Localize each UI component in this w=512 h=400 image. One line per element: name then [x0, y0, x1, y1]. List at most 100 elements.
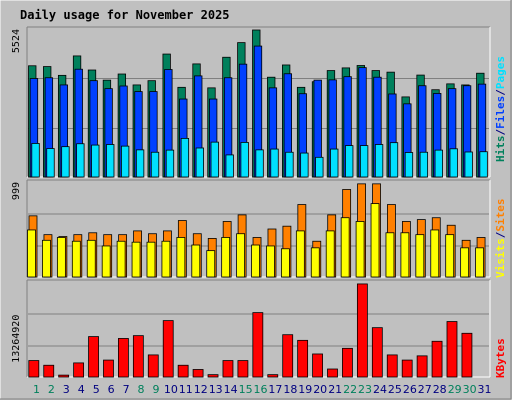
axis-max-label: 13264920: [11, 315, 22, 363]
bar-pages-day-20: [315, 156, 324, 178]
day-label-30: 30: [463, 383, 477, 396]
day-label-23: 23: [358, 383, 372, 396]
bar-pages-day-5: [91, 144, 100, 178]
day-label-4: 4: [78, 383, 85, 396]
bar-sites-day-26: [400, 232, 410, 278]
day-label-7: 7: [123, 383, 130, 396]
bar-sites-day-15: [236, 233, 246, 278]
bar-pages-day-2: [46, 148, 55, 178]
day-label-17: 17: [268, 383, 282, 396]
bar-pages-day-9: [150, 151, 160, 178]
bar-sites-day-27: [415, 234, 425, 278]
bar-pages-day-29: [449, 148, 458, 178]
axis-max-label: 999: [11, 182, 22, 200]
bar-kbytes-day-14: [222, 360, 234, 378]
legend-entry-hits: Hits: [494, 136, 507, 163]
bar-sites-day-22: [340, 217, 350, 278]
panel-visits-sites: 999: [11, 179, 491, 278]
panel-kbytes: 13264920: [11, 279, 491, 378]
bar-pages-day-21: [330, 148, 339, 178]
bar-pages-day-31: [479, 151, 488, 178]
bar-kbytes-day-20: [312, 353, 323, 378]
chart-panels: 552499913264920Hits/Files/PagesVisits/Si…: [11, 26, 507, 378]
bar-pages-day-4: [76, 143, 85, 178]
bar-kbytes-day-28: [431, 340, 443, 378]
day-label-12: 12: [194, 383, 208, 396]
right-legend-1: Hits/Files/Pages: [494, 56, 507, 162]
panel-hits-files-pages: 5524: [11, 26, 491, 178]
bar-sites-day-5: [86, 239, 96, 278]
legend-entry-kbytes: KBytes: [494, 338, 507, 378]
day-label-27: 27: [418, 383, 432, 396]
day-label-9: 9: [153, 383, 160, 396]
bar-kbytes-day-6: [103, 359, 114, 378]
bar-pages-day-6: [106, 144, 115, 178]
bar-sites-day-28: [430, 229, 440, 278]
bar-sites-day-10: [161, 240, 171, 278]
legend-entry-pages: Pages: [494, 56, 507, 89]
bar-sites-day-18: [280, 248, 290, 278]
day-label-11: 11: [179, 383, 193, 396]
bar-sites-day-29: [445, 234, 455, 278]
bar-kbytes-day-16: [252, 312, 264, 378]
bar-sites-day-1: [27, 229, 36, 278]
bar-pages-day-7: [121, 145, 130, 178]
bar-pages-day-15: [240, 142, 249, 178]
bar-sites-day-31: [475, 247, 484, 278]
bar-sites-day-4: [71, 240, 81, 278]
bar-kbytes-day-24: [371, 327, 383, 378]
bar-pages-day-10: [165, 149, 175, 178]
day-label-31: 31: [478, 383, 492, 396]
bar-kbytes-day-12: [192, 369, 204, 378]
day-label-19: 19: [298, 383, 312, 396]
bar-kbytes-day-19: [297, 339, 309, 378]
bar-sites-day-8: [131, 241, 141, 278]
bar-sites-day-3: [56, 237, 66, 278]
legend-entry-sites: Sites: [494, 199, 507, 232]
day-label-29: 29: [448, 383, 462, 396]
bar-kbytes-day-7: [118, 338, 129, 378]
day-label-26: 26: [403, 383, 417, 396]
bar-sites-day-24: [370, 203, 380, 278]
legend-entry-slash: /: [494, 231, 507, 238]
right-legend-3: KBytes: [494, 338, 507, 378]
day-label-3: 3: [63, 383, 70, 396]
bar-sites-day-16: [251, 244, 260, 278]
bar-kbytes-day-9: [147, 354, 159, 378]
bar-pages-day-26: [404, 152, 414, 178]
legend-entry-visits: Visits: [494, 238, 507, 278]
bar-pages-day-24: [374, 144, 384, 178]
bar-sites-day-23: [355, 221, 365, 278]
bar-sites-day-7: [116, 240, 126, 278]
bar-pages-day-25: [389, 142, 399, 178]
bar-sites-day-25: [385, 232, 395, 278]
bar-pages-day-11: [180, 138, 190, 178]
bar-kbytes-day-1: [28, 360, 40, 378]
bar-kbytes-day-13: [207, 374, 219, 378]
bar-sites-day-11: [176, 237, 186, 278]
bar-pages-day-27: [419, 151, 429, 178]
bar-pages-day-8: [135, 149, 145, 178]
bar-pages-day-22: [345, 145, 354, 178]
bar-kbytes-day-5: [88, 336, 99, 378]
bar-sites-day-12: [191, 244, 201, 278]
bar-kbytes-day-23: [356, 283, 368, 378]
day-labels: 1 2 3 4 5 6 7 8 9 10 11 12 13 14 15 16 17 18 19 20 21 22 23 24 2…: [33, 383, 492, 396]
day-label-6: 6: [108, 383, 115, 396]
bar-kbytes-day-8: [132, 335, 144, 378]
bar-kbytes-day-25: [386, 354, 398, 378]
bar-pages-day-18: [285, 151, 294, 178]
bar-pages-day-19: [300, 152, 309, 178]
bar-sites-day-20: [310, 247, 320, 278]
legend-entry-slash: /: [494, 129, 507, 136]
day-label-2: 2: [48, 383, 55, 396]
day-label-10: 10: [164, 383, 178, 396]
bar-kbytes-day-22: [342, 347, 353, 378]
day-label-13: 13: [209, 383, 223, 396]
bar-sites-day-9: [146, 241, 156, 278]
day-label-22: 22: [343, 383, 357, 396]
day-label-21: 21: [328, 383, 342, 396]
day-label-14: 14: [224, 383, 238, 396]
day-label-24: 24: [373, 383, 387, 396]
